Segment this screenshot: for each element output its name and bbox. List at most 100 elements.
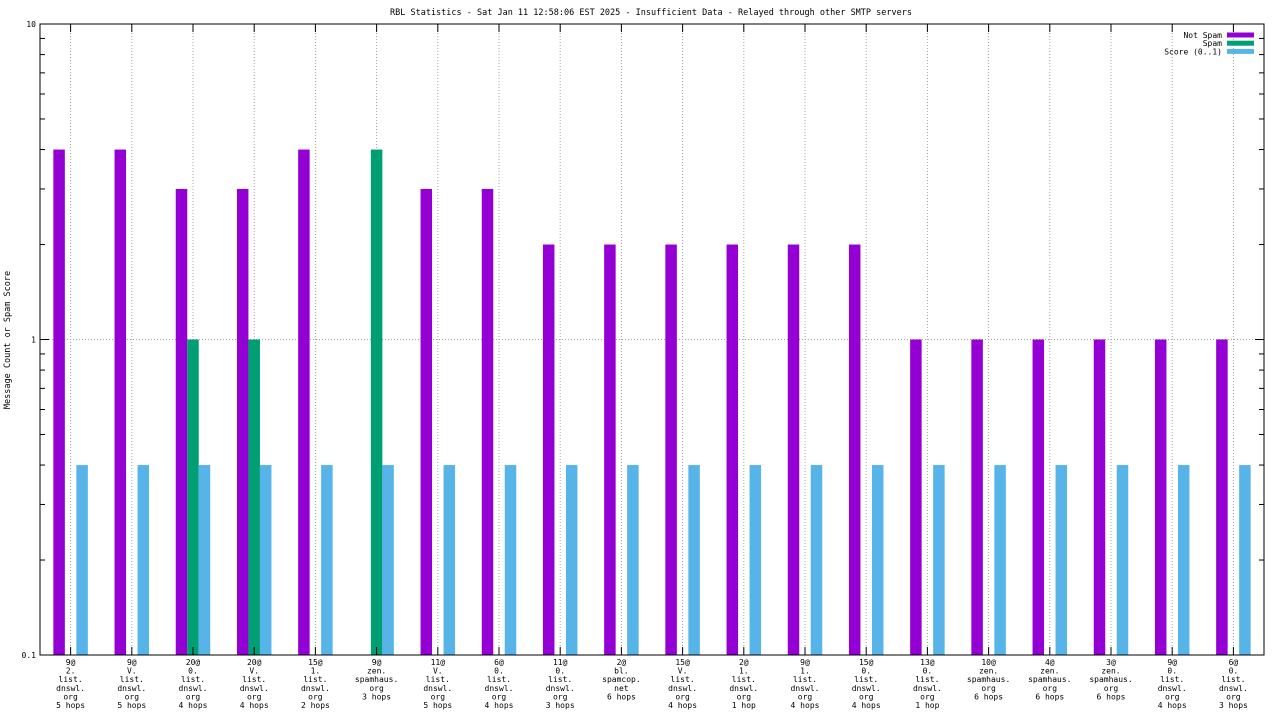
x-tick-label-line: net: [614, 684, 629, 693]
x-tick-label-line: spamcop.: [602, 675, 641, 684]
x-tick-label-line: dnswl.: [791, 684, 820, 693]
x-tick-label-line: 6 hops: [1035, 692, 1064, 701]
legend-label: Not Spam: [1183, 31, 1222, 40]
x-tick-label-line: 15@: [859, 658, 874, 667]
x-tick-label: 2@ 1. list. dnswl. org 1 hop: [729, 658, 758, 710]
x-tick-label-line: list.: [487, 675, 511, 684]
bar-not-spam: [910, 339, 922, 655]
x-tick-label-line: 0.: [1229, 667, 1239, 676]
x-tick-label-line: 2 hops: [301, 701, 330, 710]
bar-spam: [370, 149, 383, 655]
x-tick-label-line: list.: [426, 675, 450, 684]
x-tick-label-line: list.: [854, 675, 878, 684]
x-tick-label-line: org: [492, 692, 507, 701]
x-tick-label-line: 20@: [247, 658, 262, 667]
x-tick-label-line: org: [1043, 684, 1058, 693]
x-tick-label-line: 1 hop: [915, 701, 939, 710]
bar-not-spam: [971, 339, 983, 655]
x-tick-label: 13@ 0. list. dnswl. org 1 hop: [913, 658, 942, 710]
bar-score: [994, 465, 1006, 655]
x-tick-label-line: 4 hops: [852, 701, 881, 710]
x-tick-label-line: dnswl.: [117, 684, 146, 693]
chart-title: RBL Statistics - Sat Jan 11 12:58:06 EST…: [390, 8, 912, 18]
x-tick-label-line: org: [247, 692, 262, 701]
x-tick-label: 2@ bl. spamcop. net 6 hops: [602, 658, 641, 701]
y-tick-label: 10: [26, 20, 36, 29]
bar-not-spam: [53, 149, 65, 655]
x-tick-label: 9@ zen. spamhaus. org 3 hops: [355, 658, 398, 701]
x-tick-label-line: org: [920, 692, 935, 701]
x-tick-label-line: org: [63, 692, 78, 701]
x-tick-label-line: 9@: [372, 658, 382, 667]
bar-score: [871, 465, 884, 655]
bar-score: [382, 465, 394, 655]
x-tick-label-line: 0.: [494, 667, 504, 676]
x-tick-label-line: org: [981, 684, 996, 693]
x-tick-label-line: 6 hops: [1097, 692, 1126, 701]
x-tick-label-line: 4 hops: [179, 701, 208, 710]
x-tick-label-line: dnswl.: [485, 684, 514, 693]
x-tick-label-line: 1.: [311, 667, 321, 676]
x-tick-label-line: zen.: [1040, 667, 1059, 676]
x-tick-label-line: dnswl.: [240, 684, 269, 693]
x-tick-label-line: 9@: [800, 658, 810, 667]
bar-score: [504, 465, 517, 655]
x-tick-label-line: dnswl.: [301, 684, 330, 693]
x-tick-label-line: list.: [671, 675, 695, 684]
bar-not-spam: [1032, 339, 1045, 655]
bar-not-spam: [787, 244, 800, 656]
bar-not-spam: [848, 244, 861, 656]
y-tick-label: 0.1: [22, 651, 37, 660]
bar-not-spam: [665, 244, 677, 656]
bar-spam: [248, 339, 260, 655]
x-tick-label-line: 0.: [923, 667, 933, 676]
x-tick-label-line: list.: [303, 675, 327, 684]
x-tick-label-line: list.: [242, 675, 266, 684]
legend-label: Spam: [1203, 39, 1222, 48]
y-axis-label: Message Count or Spam Score: [3, 271, 13, 409]
x-tick-label-line: dnswl.: [546, 684, 575, 693]
x-tick-label: 3@ zen. spamhaus. org 6 hops: [1089, 658, 1132, 701]
x-tick-label: 9@ 1. list. dnswl. org 4 hops: [791, 658, 820, 710]
x-tick-label-line: dnswl.: [1219, 684, 1248, 693]
bar-score: [688, 465, 700, 655]
bar-score: [1055, 465, 1068, 655]
bar-score: [749, 465, 762, 655]
x-tick-label-line: zen.: [979, 667, 998, 676]
legend-label: Score (0..1): [1164, 47, 1222, 56]
bar-score: [627, 465, 639, 655]
x-tick-label-line: 15@: [308, 658, 323, 667]
x-tick-label-line: list.: [120, 675, 144, 684]
x-tick-label-line: dnswl.: [56, 684, 85, 693]
x-tick-label-line: dnswl.: [423, 684, 452, 693]
x-tick-label-line: org: [859, 692, 874, 701]
x-tick-label-line: org: [125, 692, 140, 701]
bar-not-spam: [175, 188, 188, 655]
x-tick-label-line: 0.: [188, 667, 198, 676]
x-tick-label-line: org: [186, 692, 201, 701]
x-tick-label-line: org: [1165, 692, 1180, 701]
x-tick-label-line: org: [369, 684, 384, 693]
x-tick-label-line: 5 hops: [117, 701, 146, 710]
bar-score: [933, 465, 945, 655]
x-tick-label-line: org: [1226, 692, 1241, 701]
x-tick-label-line: spamhaus.: [1028, 675, 1071, 684]
x-tick-label: 15@ 1. list. dnswl. org 2 hops: [301, 658, 330, 710]
x-tick-label-line: V.: [127, 667, 137, 676]
x-tick-label: 9@ 2. list. dnswl. org 5 hops: [56, 658, 85, 710]
x-tick-label-line: 9@: [127, 658, 137, 667]
x-tick-label-line: 4 hops: [485, 701, 514, 710]
legend-swatch: [1227, 48, 1254, 54]
y-tick-label: 1: [31, 336, 36, 345]
x-tick-label-line: 13@: [920, 658, 935, 667]
x-tick-label-line: 3 hops: [546, 701, 575, 710]
x-tick-label-line: 4@: [1045, 658, 1055, 667]
x-tick-label: 20@ V. list. dnswl. org 4 hops: [240, 658, 269, 710]
x-tick-label-line: org: [1104, 684, 1119, 693]
x-tick-label-line: 15@: [675, 658, 690, 667]
x-tick-label-line: 5 hops: [56, 701, 85, 710]
x-tick-label-line: list.: [1221, 675, 1245, 684]
bar-not-spam: [542, 244, 555, 656]
